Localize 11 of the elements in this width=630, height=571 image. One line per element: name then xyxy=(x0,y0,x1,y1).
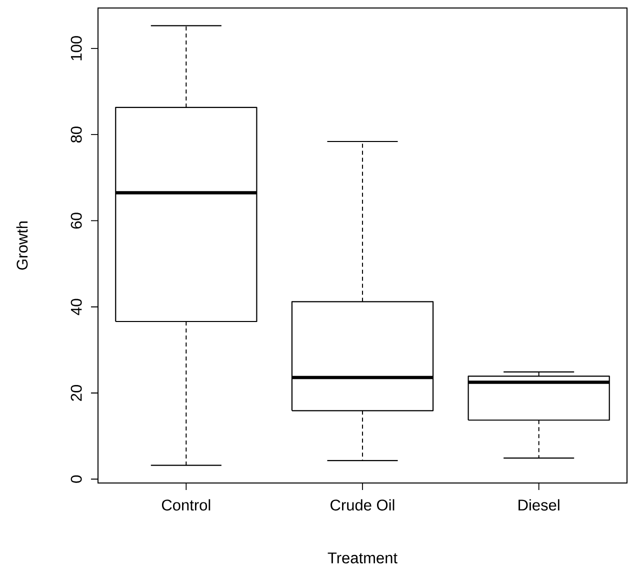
y-tick-label: 60 xyxy=(70,212,82,229)
x-tick-label: Diesel xyxy=(518,499,560,511)
y-tick-label: 80 xyxy=(70,126,82,143)
x-tick-label: Control xyxy=(162,499,210,511)
y-tick-label: 20 xyxy=(70,384,82,401)
y-axis-title: Growth xyxy=(16,222,28,270)
x-tick-label: Crude Oil xyxy=(330,499,394,511)
x-axis-title: Treatment xyxy=(328,552,398,564)
y-tick-label: 40 xyxy=(70,298,82,316)
y-tick-label: 0 xyxy=(70,475,82,483)
y-tick-label: 100 xyxy=(70,36,82,60)
